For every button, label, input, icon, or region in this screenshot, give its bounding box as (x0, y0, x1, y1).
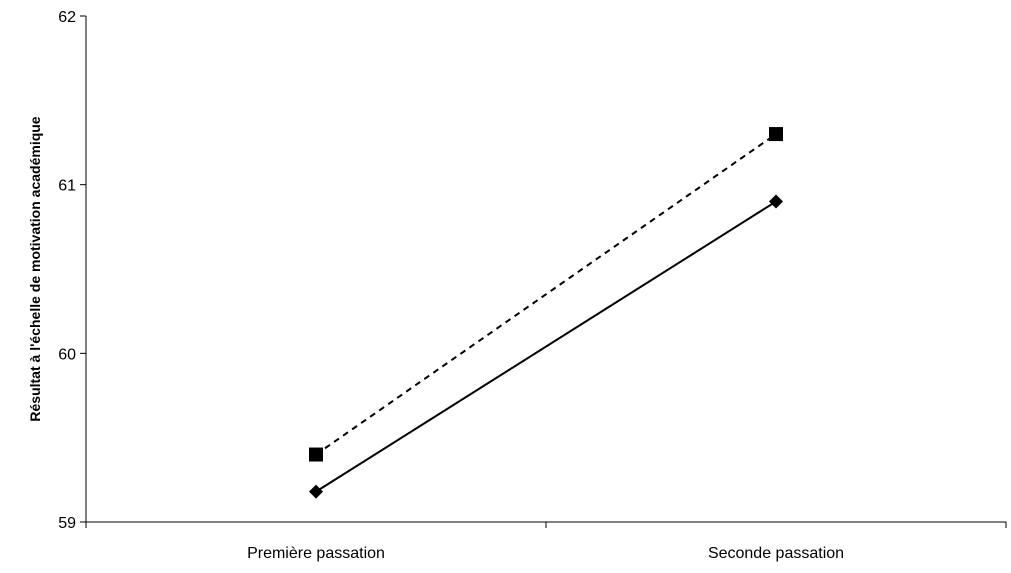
y-tick-label: 62 (58, 9, 76, 26)
data-point-diamond (769, 194, 783, 209)
y-axis-title: Résultat à l'échelle de motivation acadé… (27, 116, 43, 421)
y-tick-label: 60 (58, 346, 76, 363)
axes (85, 16, 1006, 523)
series-line (315, 133, 777, 456)
y-tick-label: 61 (58, 178, 76, 195)
axis-ticks: 59 60 61 62 Première passation Seconde passat… (58, 9, 1007, 562)
series-1 (309, 127, 783, 462)
series (309, 127, 783, 499)
data-point-square (309, 447, 323, 462)
x-category-label: Seconde passation (708, 545, 844, 562)
series-2 (309, 194, 783, 499)
data-point-diamond (309, 484, 323, 499)
series-line (315, 200, 777, 493)
x-category-label: Première passation (247, 545, 385, 562)
y-tick-label: 59 (58, 515, 76, 532)
data-point-square (769, 127, 783, 142)
